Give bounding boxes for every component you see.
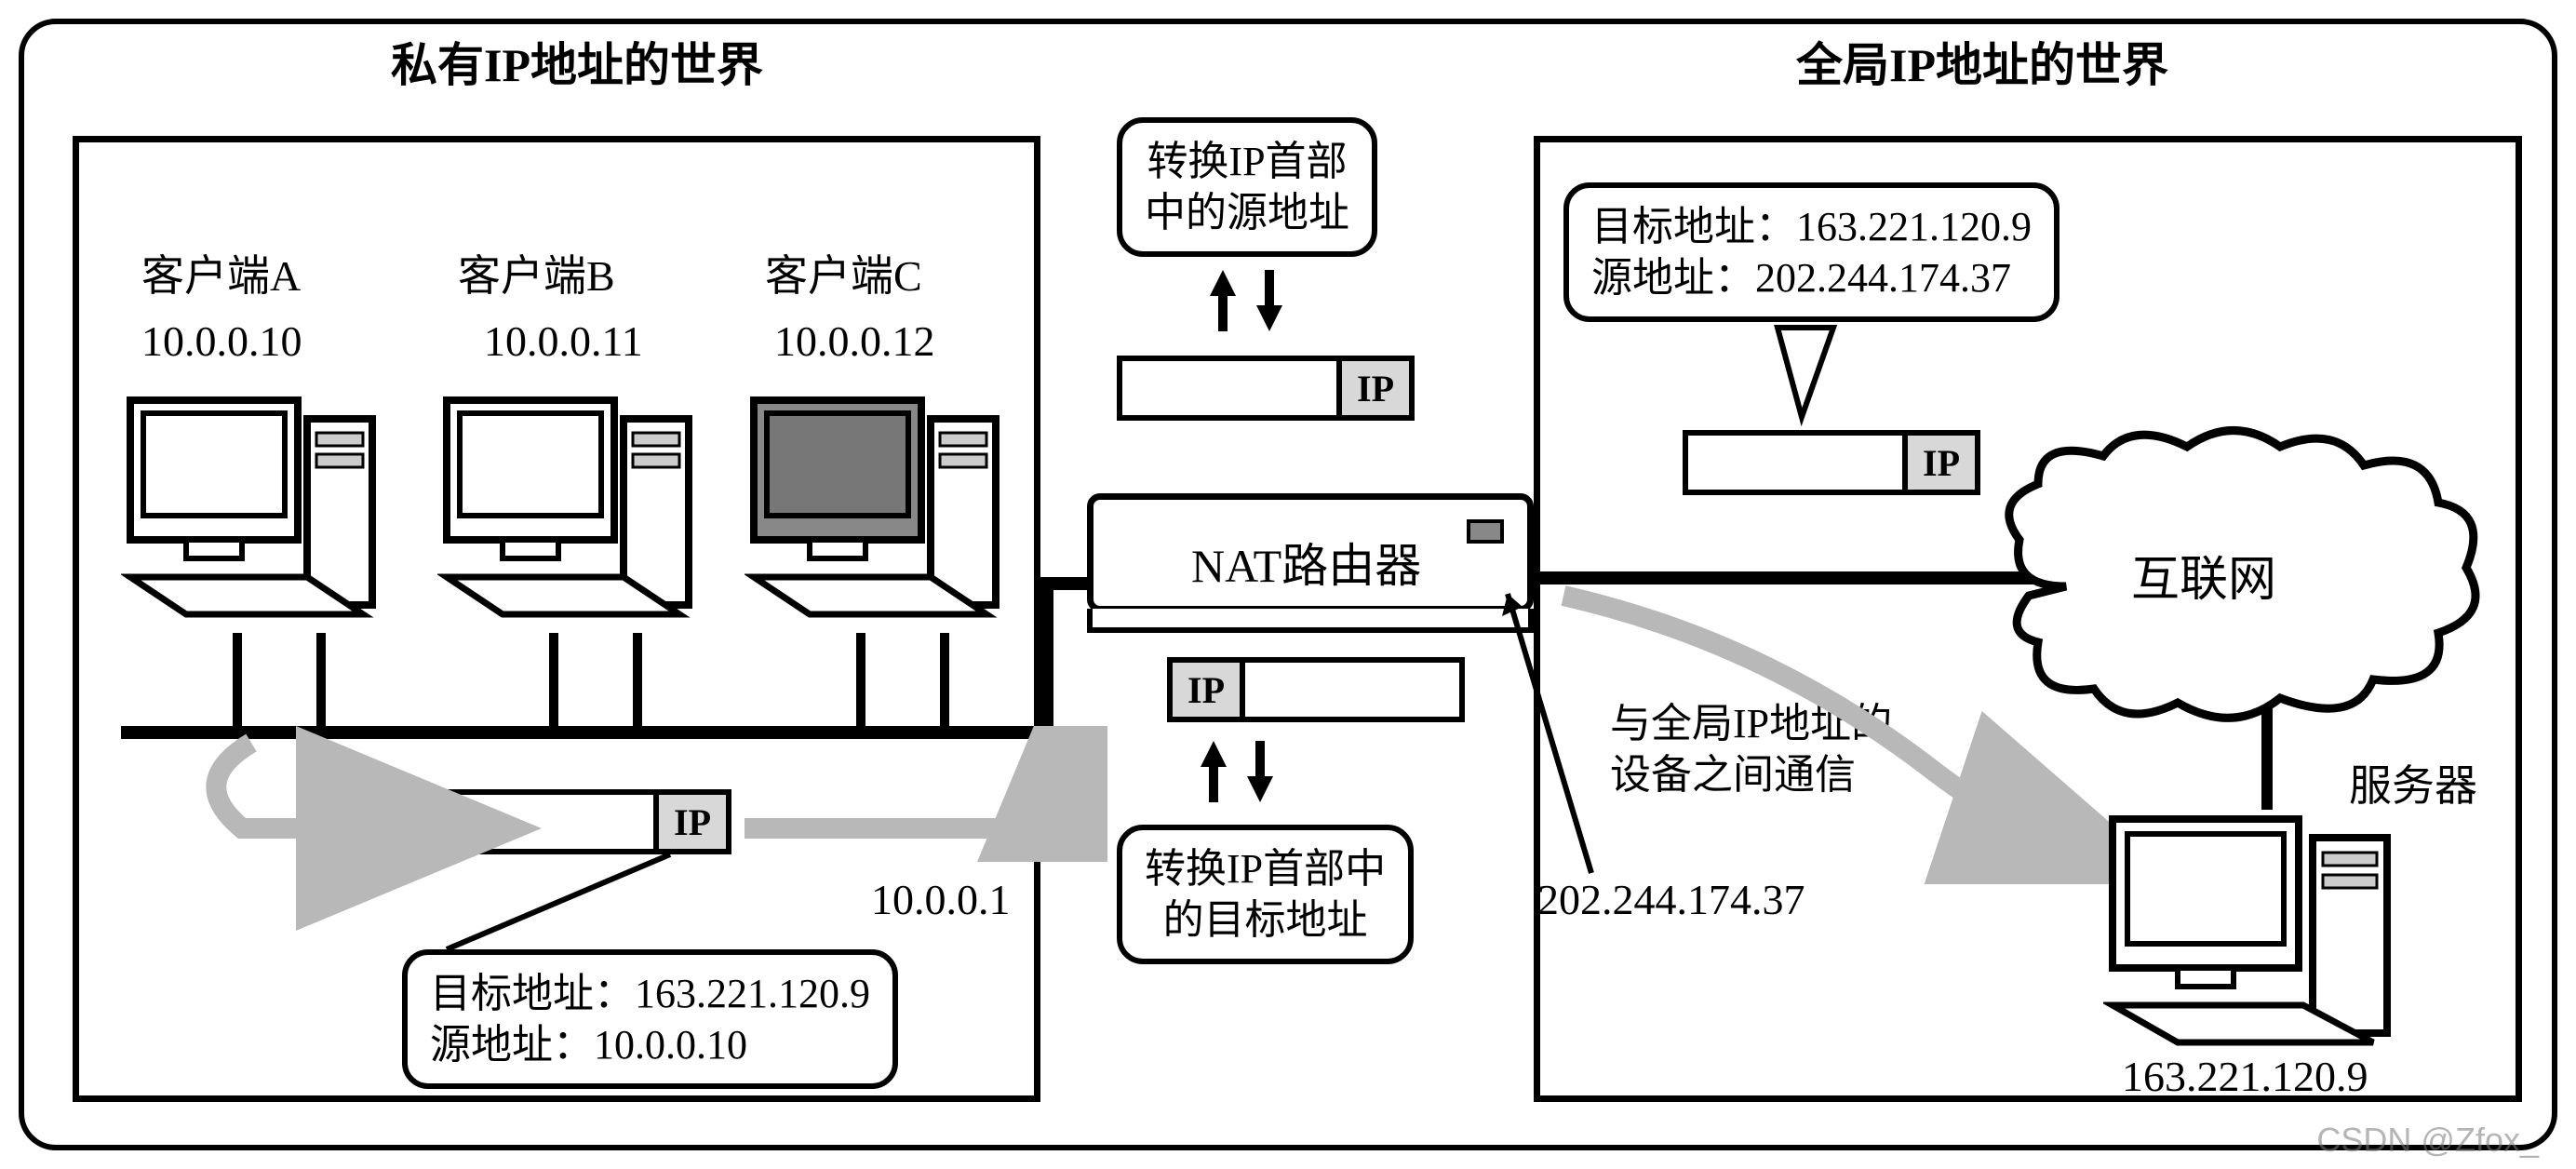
global-packet: IP [1683, 430, 1980, 495]
dst-label: 目标地址： [430, 971, 635, 1016]
ip-header-global: IP [1902, 436, 1975, 490]
g-src-label: 源地址： [1591, 255, 1755, 301]
drop-a [233, 633, 242, 730]
ip-header-mid: IP [1173, 663, 1245, 717]
client-c-icon [745, 391, 1024, 638]
client-b-icon [437, 391, 717, 638]
packet-mid: IP [1167, 657, 1465, 722]
drop-a2 [316, 633, 326, 730]
drop-c [856, 633, 865, 730]
src-label: 源地址： [430, 1022, 594, 1068]
client-a-label: 客户端A [141, 242, 301, 303]
client-a-icon [121, 391, 400, 638]
arrow-down-2 [1247, 776, 1273, 802]
client-c-ip: 10.0.0.12 [774, 316, 935, 366]
router-base [1087, 609, 1534, 633]
arrow-up-1 [1210, 270, 1236, 296]
translate-src-callout: 转换IP首部 中的源地址 [1117, 117, 1377, 257]
global-flow-arrow [1526, 568, 2122, 884]
g-dst-val: 163.221.120.9 [1796, 204, 2032, 249]
drop-b2 [633, 633, 642, 730]
g-dst-label: 目标地址： [1591, 204, 1796, 249]
arrow-up-2 [1201, 741, 1227, 767]
packet-top: IP [1117, 356, 1415, 421]
watermark: CSDN @Zfox_ [2316, 1121, 2539, 1160]
client-b-ip: 10.0.0.11 [484, 316, 643, 366]
translate-dst-text: 转换IP首部中 的目标地址 [1145, 846, 1386, 943]
ip-header-top: IP [1336, 361, 1409, 415]
cloud-server-link [2261, 707, 2273, 810]
internet-label: 互联网 [2131, 540, 2276, 610]
dst-val: 163.221.120.9 [635, 971, 870, 1016]
server-ip: 163.221.120.9 [2122, 1052, 2368, 1101]
g-src-val: 202.244.174.37 [1755, 255, 2011, 301]
drop-c2 [940, 633, 949, 730]
private-world-title: 私有IP地址的世界 [382, 28, 772, 95]
router-lamp [1467, 519, 1504, 544]
router-label: NAT路由器 [1191, 529, 1421, 596]
drop-b [549, 633, 558, 730]
server-label: 服务器 [2349, 752, 2477, 813]
diagram-canvas: 私有IP地址的世界 全局IP地址的世界 客户端A 10.0.0.10 客户端B … [0, 0, 2576, 1169]
translate-dst-callout: 转换IP首部中 的目标地址 [1117, 825, 1414, 964]
client-a-ip: 10.0.0.10 [141, 316, 302, 366]
server-icon [2103, 810, 2438, 1056]
arrow-down-1 [1256, 305, 1282, 331]
global-world-title: 全局IP地址的世界 [1787, 28, 2178, 95]
client-b-label: 客户端B [458, 242, 615, 303]
global-packet-callout: 目标地址：163.221.120.9 源地址：202.244.174.37 [1563, 182, 2059, 322]
src-val: 10.0.0.10 [594, 1022, 747, 1068]
client-c-label: 客户端C [765, 242, 922, 303]
lan-uplink-v [1040, 577, 1053, 739]
translate-src-text: 转换IP首部 中的源地址 [1145, 139, 1349, 235]
private-packet-callout: 目标地址：163.221.120.9 源地址：10.0.0.10 [402, 949, 898, 1089]
callout-tail [1768, 324, 1898, 436]
private-flow-arrow [140, 726, 1107, 931]
